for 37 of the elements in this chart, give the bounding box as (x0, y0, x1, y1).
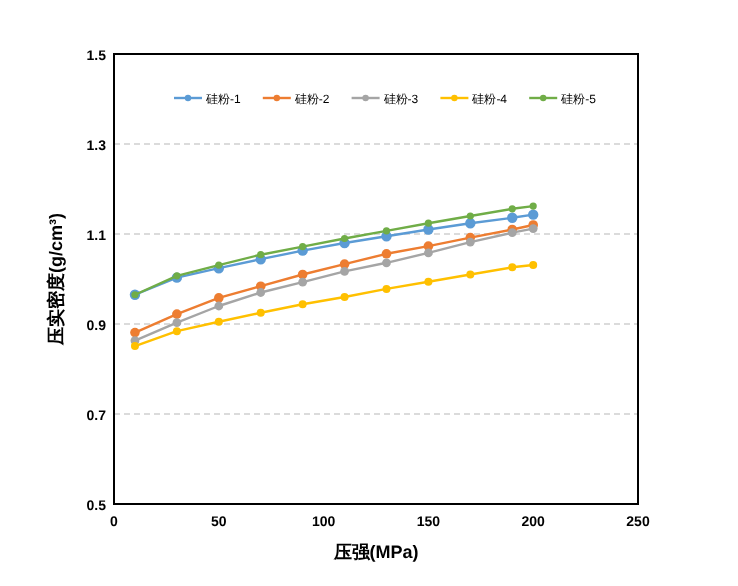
point (465, 218, 476, 229)
point (529, 261, 538, 270)
point (214, 301, 224, 311)
point (172, 318, 182, 328)
y-axis-title: 压实密度(g/cm³) (46, 213, 66, 347)
point (529, 202, 537, 210)
point (466, 212, 474, 220)
point (172, 327, 181, 336)
point (298, 300, 307, 309)
point (465, 237, 475, 247)
point (381, 249, 392, 259)
point (214, 317, 223, 326)
point (424, 277, 433, 286)
point (340, 234, 349, 243)
point (382, 227, 391, 235)
point (299, 243, 307, 251)
point (340, 266, 349, 276)
point (508, 205, 516, 213)
point (424, 219, 432, 227)
point (215, 261, 223, 269)
point (382, 258, 391, 268)
point (340, 293, 349, 301)
point (298, 277, 308, 287)
point (424, 248, 433, 258)
point (256, 288, 266, 297)
point (257, 251, 265, 259)
point (130, 342, 139, 351)
point (130, 327, 140, 338)
point (508, 263, 517, 272)
point (466, 270, 475, 279)
point (382, 284, 391, 293)
point (172, 309, 182, 319)
x-axis-title: 压强(MPa) (331, 542, 419, 562)
point (214, 293, 224, 303)
point (528, 209, 539, 220)
point (256, 308, 265, 317)
point (507, 212, 518, 223)
